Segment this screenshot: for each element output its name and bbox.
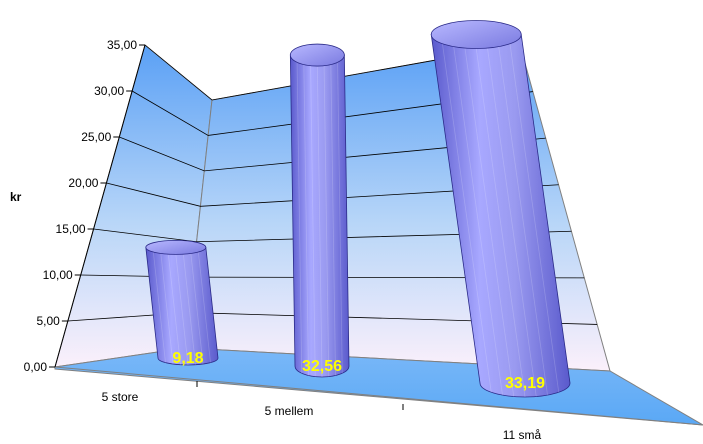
bar-top <box>145 239 207 255</box>
y-axis-label: kr <box>10 190 22 204</box>
y-tick-label: 10,00 <box>43 268 73 282</box>
bar-stripe <box>475 48 526 398</box>
bar-stripe <box>442 43 492 393</box>
bar-body <box>289 54 350 378</box>
bar-stripe <box>303 64 309 376</box>
data-label: 9,18 <box>172 350 203 367</box>
bar-stripe <box>197 251 211 363</box>
bar-stripe <box>160 253 174 365</box>
bar-stripe <box>182 254 196 365</box>
bar-stripe <box>167 254 181 365</box>
y-tick-label: 0,00 <box>24 360 48 374</box>
bar-stripe <box>453 46 503 396</box>
bar <box>289 43 350 378</box>
y-axis: 0,00 5,00 10,00 15,00 20,00 25,00 30,00 35,00 <box>24 38 146 374</box>
gridline <box>106 182 559 207</box>
floor-front-edge <box>54 366 703 426</box>
y-tick-label: 15,00 <box>56 222 86 236</box>
bar-stripe <box>316 66 323 378</box>
bar-stripe <box>509 43 560 393</box>
bar-body <box>430 34 571 398</box>
data-labels: 9,18 32,56 33,19 <box>172 350 545 392</box>
bar-stripe <box>190 253 204 365</box>
gridline <box>144 44 521 101</box>
y-tick-label: 25,00 <box>81 130 111 144</box>
bar-stripe <box>498 46 548 396</box>
bar-stripe <box>323 65 330 377</box>
data-label: 33,19 <box>505 375 545 392</box>
bar-stripe <box>487 48 537 397</box>
bar-top <box>430 20 522 49</box>
y-tick-label: 5,00 <box>36 314 60 328</box>
y-tick-label: 35,00 <box>107 38 137 52</box>
x-axis: 5 store 5 mellem 11 små <box>102 381 542 442</box>
bar-stripe <box>310 65 316 377</box>
y-tick-label: 30,00 <box>94 84 124 98</box>
gridline <box>131 90 533 136</box>
gridline <box>93 228 572 243</box>
bar-body <box>145 246 219 366</box>
bar-stripe <box>330 64 336 376</box>
x-tick-label: 11 små <box>503 428 542 442</box>
bar-stripe <box>152 251 166 363</box>
bars <box>145 20 571 398</box>
x-tick-label: 5 store <box>102 390 139 404</box>
bar <box>430 20 571 398</box>
data-label: 32,56 <box>302 358 342 375</box>
bar-stripe <box>464 48 515 397</box>
bar-stripe <box>337 62 343 374</box>
y-tick-label: 20,00 <box>68 176 98 190</box>
bar <box>145 239 219 366</box>
bar-stripe <box>296 62 303 374</box>
gridline <box>119 136 546 172</box>
bar-top <box>289 43 345 67</box>
y-axis-line <box>54 44 146 368</box>
bar-stripe <box>175 254 189 366</box>
x-tick-label: 5 mellem <box>265 404 314 418</box>
